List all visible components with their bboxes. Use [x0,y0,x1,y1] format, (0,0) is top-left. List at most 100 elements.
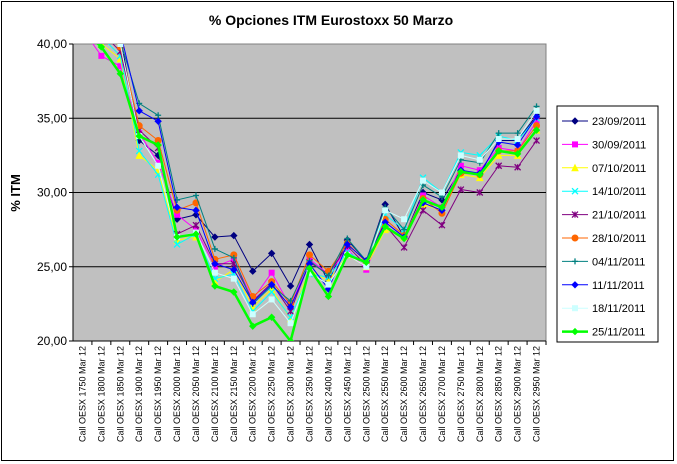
y-tick-label: 30,00 [37,186,67,200]
data-point [494,147,503,155]
legend-marker [571,211,579,219]
data-point [98,19,104,25]
data-point [173,241,181,248]
data-point [173,233,181,241]
data-point [154,117,162,125]
legend-item: 21/10/2011 [562,210,646,222]
data-point [230,275,237,282]
data-point [457,186,465,193]
y-tick-label: 20,00 [37,334,67,348]
data-point [98,11,104,17]
data-point [211,233,219,241]
data-point [230,266,238,274]
data-point [287,320,294,327]
data-point [286,337,295,341]
data-point [98,29,104,35]
data-point [98,34,104,40]
legend-label: 11/11/2011 [592,280,645,292]
x-tick-label: Call OESX 2900 Mar 12 [513,346,523,442]
legend-marker [571,117,579,125]
data-point [343,240,352,249]
data-point [401,216,408,223]
data-point [99,24,104,29]
data-point [532,126,541,134]
legend-marker [571,281,579,289]
data-point [362,258,370,267]
data-point [211,282,219,290]
data-point [211,260,219,268]
x-tick-label: Call OESX 2950 Mar 12 [532,346,542,442]
legend-marker [572,305,578,312]
data-point [192,230,200,238]
legend-label: 14/10/2011 [592,186,646,198]
legend-item: 25/11/2011 [562,327,645,339]
data-point [268,288,276,296]
data-point [438,189,445,196]
data-point [438,221,446,229]
data-point [344,235,351,242]
x-tick-label: Call OESX 2100 Mar 12 [210,346,220,442]
data-point [98,11,104,17]
data-point [286,303,295,311]
data-point [533,137,540,144]
data-point [495,130,502,137]
x-tick-label: Call OESX 2250 Mar 12 [267,346,277,442]
data-point [401,226,408,233]
data-point [419,206,427,214]
x-tick-label: Call OESX 2050 Mar 12 [191,346,201,442]
legend: 23/09/2011 30/09/2011 07/10/2011 14/10/2011… [556,105,659,343]
data-point [420,177,427,184]
data-point [116,69,125,78]
data-point [79,7,85,13]
data-point [192,192,199,199]
x-tick-label: Call OESX 1750 Mar 12 [77,346,87,442]
data-point [79,11,85,17]
data-point [249,298,257,307]
x-tick-label: Call OESX 1850 Mar 12 [115,346,125,442]
legend-item: 18/11/2011 [562,303,645,315]
legend-label: 28/10/2011 [592,233,646,245]
data-point [476,189,484,196]
legend-item: 30/09/2011 [562,139,646,151]
legend-marker [572,141,578,148]
data-point [325,272,332,279]
data-point [476,170,484,179]
legend-label: 30/09/2011 [592,139,646,151]
x-axis: Call OESX 1750 Mar 12 Call OESX 1800 Mar … [77,341,547,442]
x-tick-label: Call OESX 2000 Mar 12 [172,346,182,442]
data-point [267,280,276,289]
data-point [457,152,464,159]
data-point [268,296,275,303]
y-tick-label: 40,00 [37,37,67,51]
data-point [514,163,522,171]
data-point [173,203,181,212]
data-point [117,29,123,35]
x-tick-label: Call OESX 2450 Mar 12 [342,346,352,442]
x-tick-label: Call OESX 1900 Mar 12 [134,346,144,442]
data-point [79,26,85,32]
data-point [79,0,85,2]
y-tick-label: 35,00 [37,111,67,125]
data-point [267,313,276,321]
data-point [305,240,314,249]
x-tick-label: Call OESX 2700 Mar 12 [437,346,447,442]
data-point [192,206,200,215]
legend-item: 07/10/2011 [562,163,646,175]
data-point [135,151,144,159]
data-point [419,196,427,204]
legend-label: 18/11/2011 [592,303,645,315]
x-tick-label: Call OESX 2550 Mar 12 [380,346,390,442]
data-point [382,207,389,214]
data-point [513,150,522,158]
data-point [135,147,143,155]
data-point [230,288,238,296]
data-point [495,162,503,170]
data-point [80,4,85,9]
data-point [155,112,162,119]
data-point [514,130,521,137]
data-point [400,234,408,243]
data-point [98,52,105,59]
data-point [286,282,295,290]
y-tick-label: 25,00 [37,260,67,274]
